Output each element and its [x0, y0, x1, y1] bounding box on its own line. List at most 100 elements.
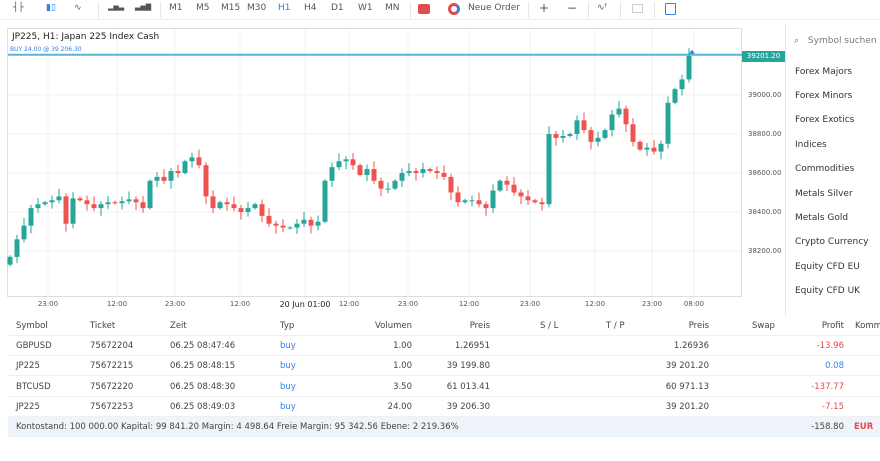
candle-down: [112, 202, 118, 204]
candle-down: [630, 124, 636, 142]
line-chart-icon[interactable]: ∿: [74, 3, 82, 13]
candle-up: [301, 219, 307, 224]
header-tp[interactable]: T / P: [606, 321, 625, 331]
candlestick-icon[interactable]: ▮▯: [46, 3, 56, 13]
candle-up: [616, 108, 622, 115]
symbol-group-item[interactable]: Metals Silver: [795, 189, 853, 199]
timeframe-w1[interactable]: W1: [358, 3, 373, 13]
price-chart[interactable]: JP225, H1: Japan 225 Index Cash BUY 24.0…: [0, 24, 785, 316]
candle-down: [441, 173, 447, 177]
candle-down: [196, 157, 202, 166]
symbol-group-item[interactable]: Equity CFD EU: [795, 262, 860, 272]
symbol: JP225: [16, 401, 40, 412]
candle-up: [245, 208, 251, 212]
new-order-button[interactable]: Neue Order: [468, 3, 520, 13]
header-time[interactable]: Zeit: [170, 321, 187, 331]
table-header: Symbol Ticket Zeit Typ Volumen Preis S /…: [8, 316, 880, 336]
header-profit[interactable]: Profit: [821, 321, 844, 331]
timeframe-h1[interactable]: H1: [278, 3, 291, 13]
search-input[interactable]: Symbol suchen: [807, 36, 877, 46]
symbol-search[interactable]: ⌕ Symbol suchen: [794, 36, 877, 46]
header-price[interactable]: Preis: [688, 321, 709, 331]
symbol-group-item[interactable]: Forex Exotics: [795, 115, 855, 125]
timeframe-d1[interactable]: D1: [331, 3, 344, 13]
candle-up: [644, 147, 650, 150]
trade-icon[interactable]: [418, 4, 430, 14]
type: buy: [280, 381, 296, 392]
candle-down: [434, 171, 440, 173]
candle-up: [105, 202, 111, 205]
candle-up: [609, 114, 615, 131]
total-profit: -158.80: [811, 422, 844, 432]
symbol-group-item[interactable]: Forex Majors: [795, 67, 853, 77]
candle-down: [140, 202, 146, 209]
table-row[interactable]: JP225 75672215 06.25 08:48:15 buy 1.00 3…: [8, 356, 880, 377]
header-volume[interactable]: Volumen: [374, 321, 412, 331]
zoom-in-button[interactable]: +: [539, 1, 550, 15]
candle-up: [294, 223, 300, 228]
symbol-group-item[interactable]: Indices: [795, 140, 827, 150]
x-tick-label: 12:00: [106, 300, 128, 308]
candle-down: [273, 223, 279, 226]
timeframe-m15[interactable]: M15: [221, 3, 241, 13]
candle-up: [364, 169, 370, 175]
timeframe-m5[interactable]: M5: [196, 3, 210, 13]
volume-icon[interactable]: ▂▅▃: [108, 3, 125, 11]
header-ticket[interactable]: Ticket: [90, 321, 116, 331]
candle-up: [462, 200, 468, 203]
candle-up: [686, 56, 692, 80]
candle-down: [427, 169, 433, 172]
header-open-price[interactable]: Preis: [469, 321, 490, 331]
table-row[interactable]: JP225 75672253 06.25 08:49:03 buy 24.00 …: [8, 397, 880, 417]
time: 06.25 08:49:03: [170, 401, 236, 412]
header-commission[interactable]: Komm: [855, 321, 880, 331]
header-type[interactable]: Typ: [280, 321, 295, 331]
table-row[interactable]: BTCUSD 75672220 06.25 08:48:30 buy 3.50 …: [8, 377, 880, 397]
header-sl[interactable]: S / L: [540, 321, 559, 331]
symbol-group-item[interactable]: Crypto Currency: [795, 237, 869, 247]
bar-chart-icon[interactable]: ┤├: [13, 3, 24, 13]
candle-up: [567, 134, 573, 136]
tick-volume-icon[interactable]: ▃▅▇: [135, 3, 152, 11]
symbol-group-item[interactable]: Metals Gold: [795, 213, 849, 223]
x-tick-label: 08:00: [683, 300, 705, 308]
candle-up: [287, 227, 293, 229]
buy-line-label[interactable]: BUY 24.00 @ 39 206.30: [10, 46, 82, 53]
header-swap[interactable]: Swap: [752, 321, 775, 331]
search-icon: ⌕: [794, 36, 800, 46]
candle-up: [119, 201, 125, 204]
x-tick-label: 12:00: [458, 300, 480, 308]
candle-down: [357, 165, 363, 175]
candle-down: [518, 192, 524, 197]
candlestick-chart[interactable]: [0, 24, 785, 316]
candle-down: [623, 108, 629, 125]
candle-down: [84, 200, 90, 205]
header-symbol[interactable]: Symbol: [16, 321, 48, 331]
indicators-icon[interactable]: ∿ᶠ: [597, 3, 608, 13]
ticket: 75672215: [90, 361, 134, 372]
type: buy: [280, 401, 296, 412]
trade-panel-icon[interactable]: [665, 3, 676, 15]
timeframe-mn[interactable]: MN: [385, 3, 400, 13]
zoom-out-button[interactable]: −: [567, 1, 578, 15]
candle-up: [147, 180, 153, 209]
symbol-group-item[interactable]: Commodities: [795, 164, 855, 174]
ticket: 75672253: [90, 401, 134, 412]
type: buy: [280, 361, 296, 372]
timeframe-h4[interactable]: H4: [304, 3, 317, 13]
symbol-group-item[interactable]: Equity CFD UK: [795, 286, 861, 296]
table-row[interactable]: GBPUSD 75672204 06.25 08:47:46 buy 1.00 …: [8, 336, 880, 356]
candle-up: [28, 208, 34, 226]
symbol-group-item[interactable]: Forex Minors: [795, 91, 853, 101]
candle-down: [413, 171, 419, 173]
x-tick-label: 12:00: [229, 300, 251, 308]
candle-down: [308, 219, 314, 226]
candle-down: [266, 215, 272, 224]
grid-icon[interactable]: [632, 4, 643, 13]
candle-up: [672, 89, 678, 103]
candle-up: [42, 202, 48, 205]
timeframe-m30[interactable]: M30: [247, 3, 267, 13]
candle-up: [469, 200, 475, 202]
time: 06.25 08:47:46: [170, 341, 236, 351]
timeframe-m1[interactable]: M1: [169, 3, 183, 13]
